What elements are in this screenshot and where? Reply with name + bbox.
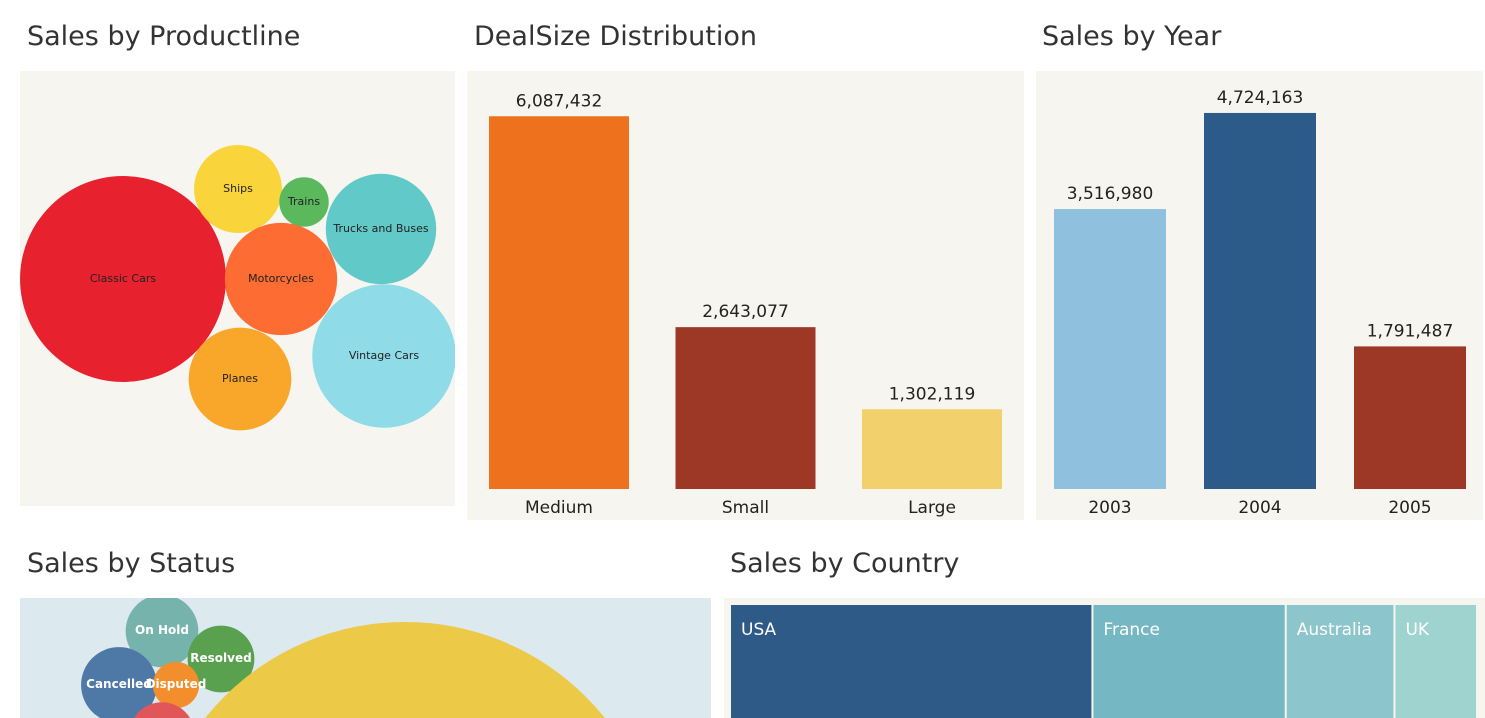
bubbles xyxy=(20,145,455,431)
bar xyxy=(675,327,816,489)
x-tick-label: Medium xyxy=(525,498,593,518)
bubble xyxy=(194,145,282,233)
x-tick-label: Small xyxy=(722,498,769,518)
bubble-label: On Hold xyxy=(135,623,189,638)
bubble xyxy=(152,661,200,709)
bar xyxy=(1204,112,1316,489)
cell-label: UK xyxy=(1405,620,1429,640)
bubble-label: Vintage Cars xyxy=(348,348,420,362)
bubble-label: Classic Cars xyxy=(89,271,157,285)
chart-title: Sales by Status xyxy=(27,548,235,579)
x-tick-label: 2003 xyxy=(1088,498,1131,518)
bubbles xyxy=(81,598,605,718)
cell-label: USA xyxy=(741,620,777,640)
bubble xyxy=(125,598,199,668)
bubble xyxy=(312,284,455,428)
bubble xyxy=(205,622,605,718)
bubble-label: Trains xyxy=(287,194,321,208)
bar xyxy=(1354,346,1466,489)
value-label: 1,302,119 xyxy=(889,384,976,404)
treemap-cell xyxy=(1093,605,1285,718)
bubble xyxy=(279,177,329,227)
chart-title: Sales by Productline xyxy=(27,21,300,52)
value-label: 4,724,163 xyxy=(1217,88,1304,108)
bubble xyxy=(20,176,226,382)
bar xyxy=(1054,209,1166,489)
chart-title: Sales by Year xyxy=(1042,21,1222,52)
value-label: 1,791,487 xyxy=(1367,321,1454,341)
bubble xyxy=(224,222,338,336)
cell-label: Australia xyxy=(1297,620,1372,640)
bubble xyxy=(188,327,292,431)
treemap-cell xyxy=(1395,605,1476,718)
chart-title: Sales by Country xyxy=(730,548,959,579)
chart-title: DealSize Distribution xyxy=(474,21,757,52)
bubble-label: Resolved xyxy=(190,651,252,666)
bar xyxy=(489,116,629,490)
value-label: 6,087,432 xyxy=(516,91,603,111)
treemap-cell xyxy=(731,605,1092,718)
bar xyxy=(862,409,1002,489)
bubble-label: Cancelled xyxy=(86,677,152,692)
bubble-label: Disputed xyxy=(145,677,207,692)
bubble xyxy=(134,702,190,718)
x-tick-label: Large xyxy=(908,498,956,518)
bubble-label: Planes xyxy=(222,371,258,385)
x-tick-label: 2005 xyxy=(1388,498,1431,518)
bubble-label: Motorcycles xyxy=(248,271,314,285)
bubble xyxy=(325,173,437,285)
x-tick-label: 2004 xyxy=(1238,498,1281,518)
bubble xyxy=(81,647,157,718)
treemap-cell xyxy=(1286,605,1394,718)
label-layer: On Hold Resolved Cancelled Disputed xyxy=(20,598,711,718)
bubble-label: Trucks and Buses xyxy=(333,221,429,235)
bubble xyxy=(187,625,255,693)
label-layer: Classic Cars Ships Trains Trucks and Buses M… xyxy=(20,71,455,506)
bubble-label: Ships xyxy=(223,181,253,195)
value-label: 3,516,980 xyxy=(1067,184,1154,204)
value-label: 2,643,077 xyxy=(702,302,789,322)
cell-label: France xyxy=(1103,620,1160,640)
